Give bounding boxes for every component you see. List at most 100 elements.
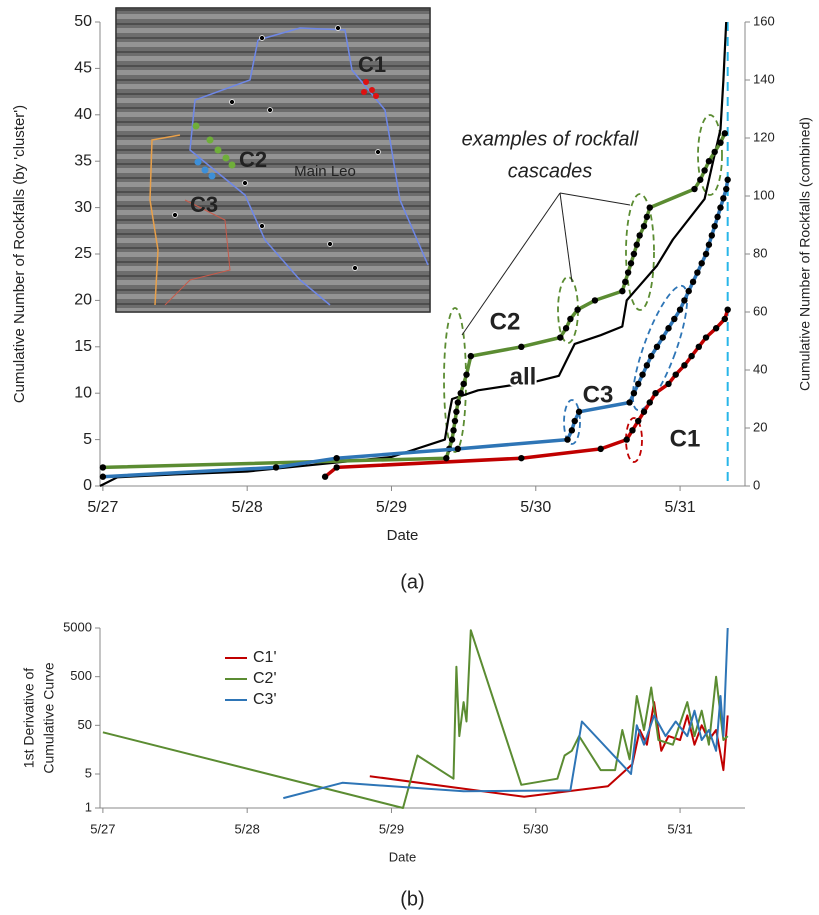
data-point <box>99 464 107 471</box>
data-point <box>562 325 570 332</box>
legend-label: C2' <box>253 670 277 687</box>
data-point <box>711 148 718 156</box>
series-line <box>102 629 729 809</box>
data-point <box>575 408 583 415</box>
inset-outline <box>189 27 429 306</box>
legend-label: C1' <box>253 649 277 666</box>
series-label: C3 <box>583 381 614 408</box>
y-tick-label: 10 <box>74 384 92 401</box>
data-point <box>333 464 340 471</box>
chart-panel: 5/27 5/28 5/29 5/30 5/31 0 5 10 15 20 25 30 35 40 45 50… <box>11 13 813 593</box>
y-tick-label: 40 <box>74 106 92 123</box>
data-point <box>568 427 576 434</box>
x-tick-label: 5/28 <box>232 499 263 516</box>
y2-tick-label: 60 <box>753 303 767 318</box>
data-point <box>451 417 459 425</box>
data-point <box>518 343 525 350</box>
data-point <box>619 287 626 295</box>
x-axis-title: Date <box>389 849 416 864</box>
data-point <box>454 445 462 453</box>
series-label: C2 <box>490 308 521 335</box>
data-point <box>640 408 648 415</box>
cascade-ellipse <box>697 114 723 196</box>
y-tick-label: 500 <box>70 668 92 683</box>
legend-label: C3' <box>253 691 277 708</box>
data-point <box>721 315 728 323</box>
y-axis-title: Cumulative Number of Rockfalls (by 'clus… <box>11 105 28 403</box>
data-point <box>272 464 280 471</box>
inset-label: C1 <box>358 52 386 77</box>
y-tick-label: 5000 <box>63 619 92 634</box>
x-tick-label: 5/28 <box>235 821 260 836</box>
cascade-ellipse <box>631 284 689 412</box>
data-point <box>643 213 651 221</box>
data-point <box>646 204 653 211</box>
annotation: examples of rockfall <box>462 128 639 150</box>
panel-label: (b) <box>400 888 424 910</box>
data-point <box>688 352 695 360</box>
series-label: all <box>510 363 537 390</box>
data-point <box>574 306 581 313</box>
data-point <box>448 436 456 443</box>
connector <box>559 192 631 206</box>
inset-label: C3 <box>190 192 218 217</box>
data-point <box>721 130 728 137</box>
inset-image <box>115 7 431 313</box>
data-point <box>630 390 638 397</box>
data-point <box>714 213 721 221</box>
inset-outline <box>149 134 181 306</box>
y2-tick-label: 120 <box>753 129 775 144</box>
y2-tick-label: 160 <box>753 13 775 28</box>
y2-tick-label: 0 <box>753 477 760 492</box>
series-label: C1 <box>670 425 701 452</box>
data-point <box>701 167 708 174</box>
x-tick-label: 5/29 <box>376 499 407 516</box>
data-point <box>695 343 703 350</box>
x-tick-label: 5/29 <box>379 821 404 836</box>
data-point <box>629 427 636 434</box>
data-point <box>627 260 635 267</box>
data-point <box>712 325 720 332</box>
data-point <box>567 315 574 323</box>
x-axis-title: Date <box>387 527 419 544</box>
data-point <box>659 334 666 341</box>
data-point <box>630 250 638 258</box>
data-point <box>702 334 710 341</box>
data-point <box>648 352 655 360</box>
data-point <box>702 250 710 258</box>
y-tick-label: 25 <box>74 245 92 262</box>
cascade-ellipse <box>625 417 643 463</box>
data-point <box>708 232 716 239</box>
data-point <box>705 241 713 248</box>
data-point <box>698 260 705 267</box>
data-point <box>99 473 107 480</box>
data-point <box>639 371 646 378</box>
inset-points <box>361 79 379 99</box>
data-point <box>689 278 697 286</box>
data-point <box>717 204 724 211</box>
cascade-ellipse <box>563 399 581 445</box>
y2-tick-label: 20 <box>753 419 767 434</box>
data-point <box>633 241 640 248</box>
data-point <box>635 417 642 425</box>
inset-points <box>172 25 381 271</box>
data-point <box>694 269 701 276</box>
data-point <box>724 306 731 313</box>
data-point <box>460 380 467 388</box>
panel-label: (a) <box>400 571 424 593</box>
data-point <box>723 185 730 193</box>
y-axis-title: 1st Derivative of <box>21 668 37 768</box>
annotation-connectors <box>461 192 631 336</box>
connector <box>559 192 573 283</box>
inset-points <box>192 122 236 169</box>
y-tick-label: 1 <box>85 799 92 814</box>
connector <box>461 192 561 336</box>
annotation: cascades <box>508 160 593 182</box>
data-point <box>635 380 642 388</box>
chart-panel: 5/27 5/28 5/29 5/30 5/31 1 5 50 500 5000 Date 1st D… <box>21 619 745 910</box>
data-point <box>636 232 643 239</box>
data-point <box>652 390 659 397</box>
y2-axis-title: Cumulative Number of Rockfalls (combined… <box>797 117 813 391</box>
data-point <box>443 454 450 462</box>
